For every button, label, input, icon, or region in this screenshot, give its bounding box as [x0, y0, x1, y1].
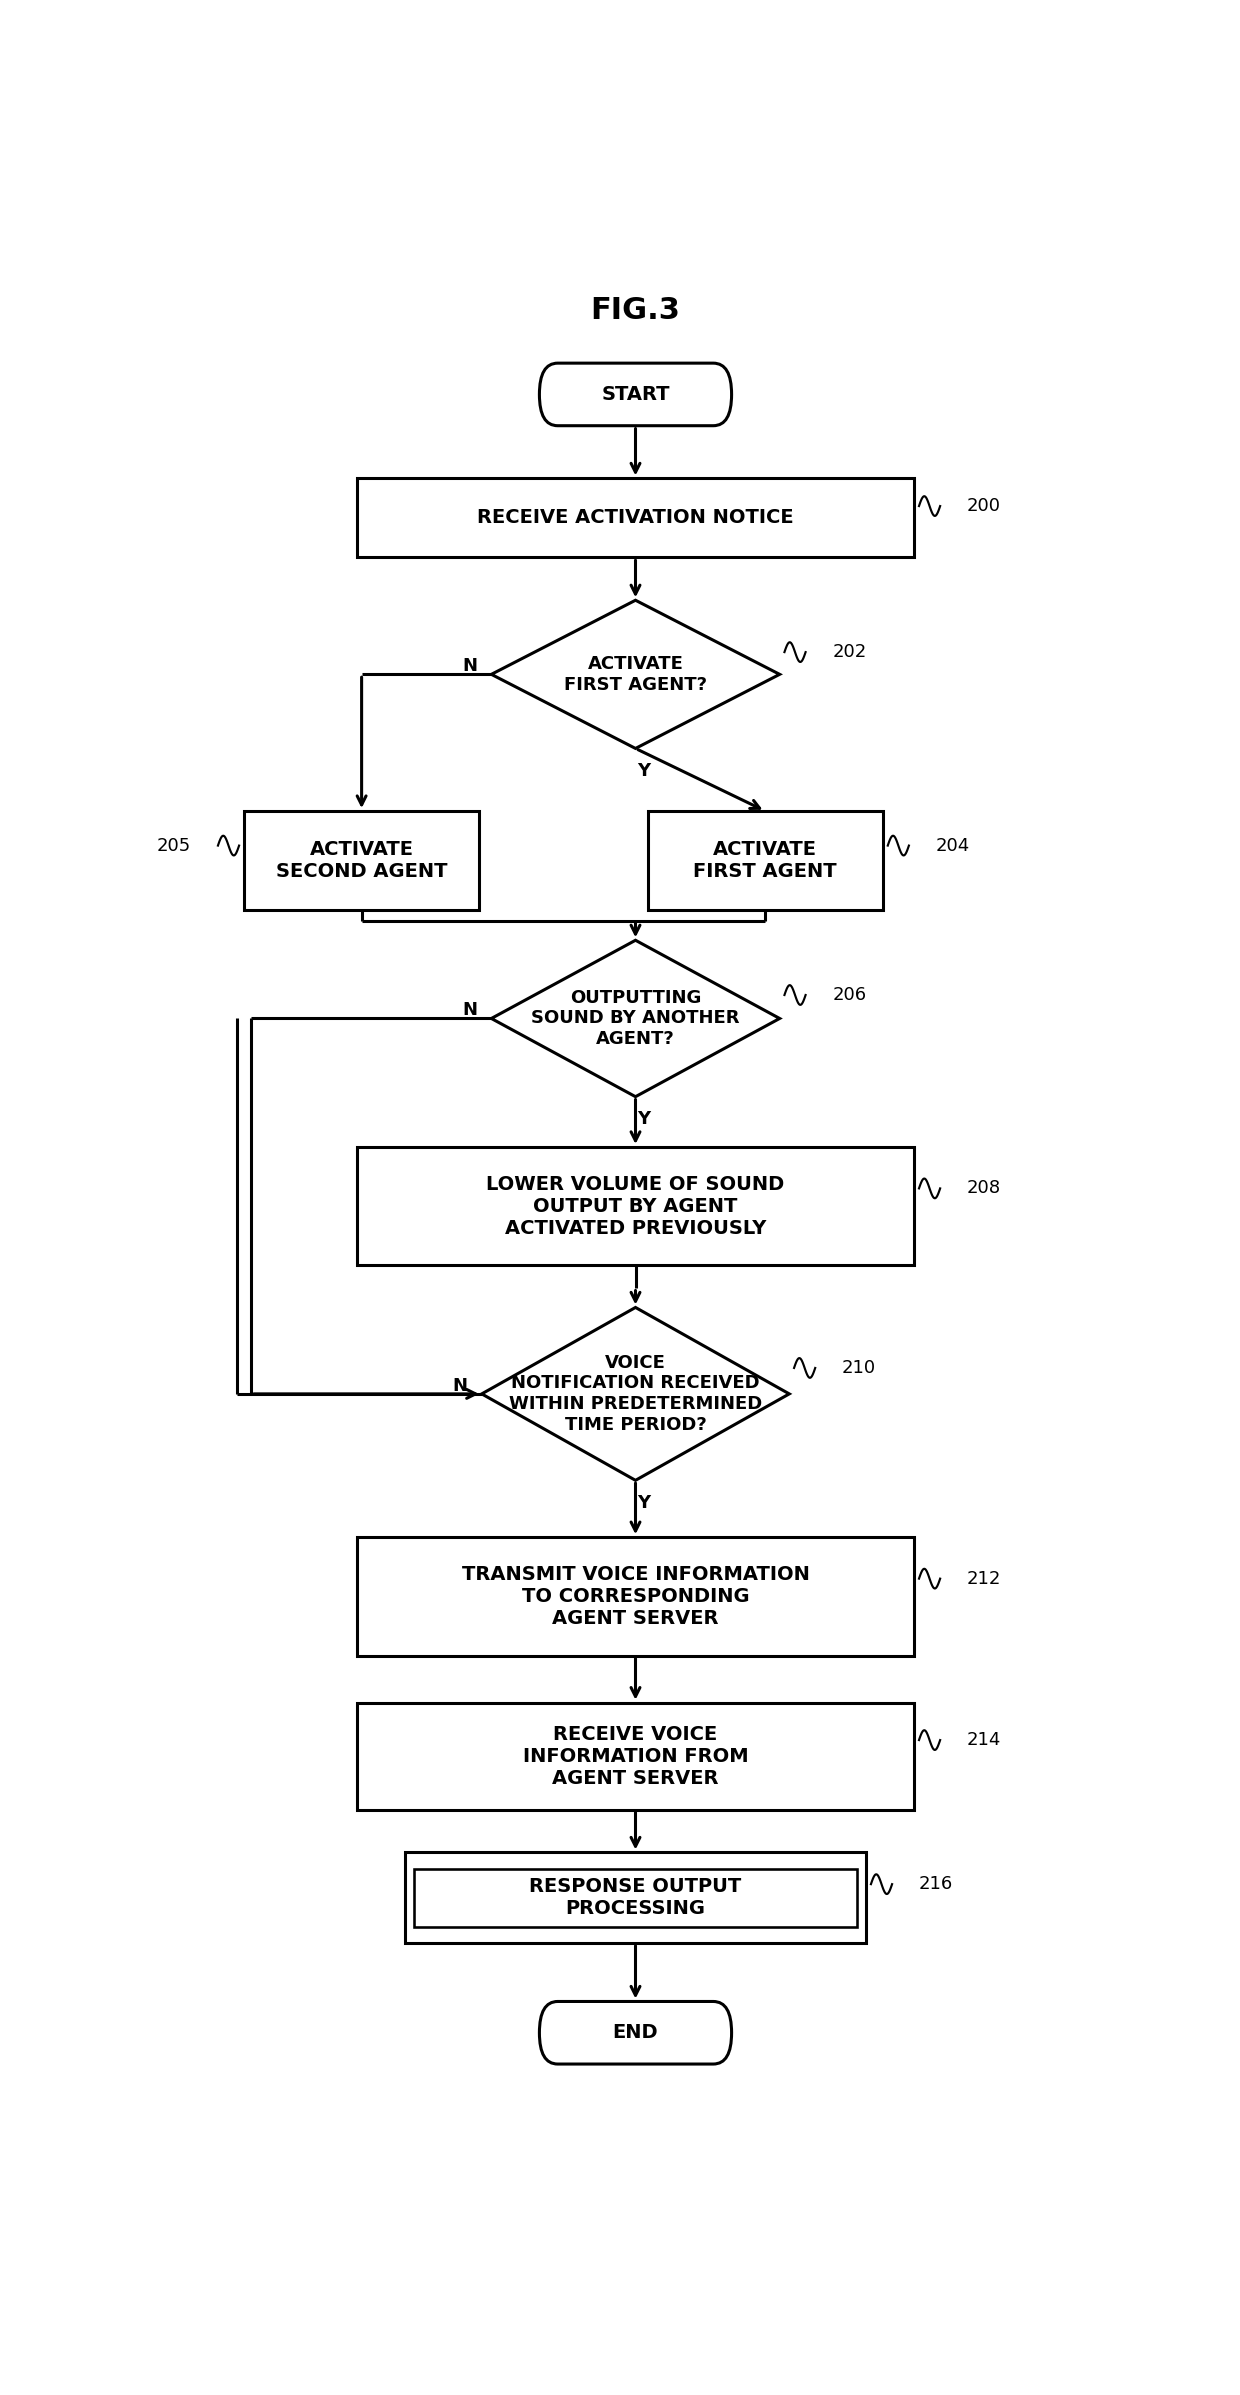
Text: RECEIVE ACTIVATION NOTICE: RECEIVE ACTIVATION NOTICE — [477, 508, 794, 527]
Text: VOICE
NOTIFICATION RECEIVED
WITHIN PREDETERMINED
TIME PERIOD?: VOICE NOTIFICATION RECEIVED WITHIN PREDE… — [508, 1353, 763, 1435]
Text: TRANSMIT VOICE INFORMATION
TO CORRESPONDING
AGENT SERVER: TRANSMIT VOICE INFORMATION TO CORRESPOND… — [461, 1564, 810, 1629]
Text: 200: 200 — [967, 498, 1001, 515]
Polygon shape — [491, 941, 780, 1097]
Bar — [357, 1147, 914, 1265]
Bar — [404, 1851, 866, 1942]
Text: 216: 216 — [919, 1875, 954, 1892]
Bar — [357, 1538, 914, 1655]
Bar — [647, 812, 883, 910]
FancyBboxPatch shape — [539, 2002, 732, 2064]
Text: LOWER VOLUME OF SOUND
OUTPUT BY AGENT
ACTIVATED PREVIOUSLY: LOWER VOLUME OF SOUND OUTPUT BY AGENT AC… — [486, 1174, 785, 1238]
Text: ACTIVATE
FIRST AGENT: ACTIVATE FIRST AGENT — [693, 841, 837, 881]
Bar — [357, 1703, 914, 1811]
Bar — [414, 1868, 857, 1926]
Text: START: START — [601, 386, 670, 405]
Text: 210: 210 — [842, 1358, 877, 1377]
Text: 214: 214 — [967, 1732, 1002, 1748]
Text: FIG.3: FIG.3 — [590, 297, 681, 326]
FancyBboxPatch shape — [539, 364, 732, 426]
Polygon shape — [491, 601, 780, 750]
Bar — [357, 479, 914, 558]
Text: RECEIVE VOICE
INFORMATION FROM
AGENT SERVER: RECEIVE VOICE INFORMATION FROM AGENT SER… — [523, 1724, 748, 1787]
Text: OUTPUTTING
SOUND BY ANOTHER
AGENT?: OUTPUTTING SOUND BY ANOTHER AGENT? — [531, 989, 740, 1049]
Text: N: N — [453, 1377, 467, 1394]
Text: 208: 208 — [967, 1178, 1001, 1198]
Text: ACTIVATE
SECOND AGENT: ACTIVATE SECOND AGENT — [275, 841, 448, 881]
Text: END: END — [613, 2024, 658, 2043]
Bar — [244, 812, 480, 910]
Text: ACTIVATE
FIRST AGENT?: ACTIVATE FIRST AGENT? — [564, 654, 707, 695]
Text: 204: 204 — [936, 836, 970, 855]
Text: N: N — [463, 656, 477, 675]
Text: 212: 212 — [967, 1569, 1002, 1588]
Text: 206: 206 — [832, 987, 867, 1004]
Text: 205: 205 — [156, 836, 191, 855]
Text: RESPONSE OUTPUT
PROCESSING: RESPONSE OUTPUT PROCESSING — [529, 1878, 742, 1918]
Polygon shape — [481, 1308, 789, 1480]
Text: Y: Y — [636, 1494, 650, 1511]
Text: N: N — [463, 1001, 477, 1020]
Text: Y: Y — [636, 1109, 650, 1128]
Text: 202: 202 — [832, 644, 867, 661]
Text: Y: Y — [636, 762, 650, 781]
